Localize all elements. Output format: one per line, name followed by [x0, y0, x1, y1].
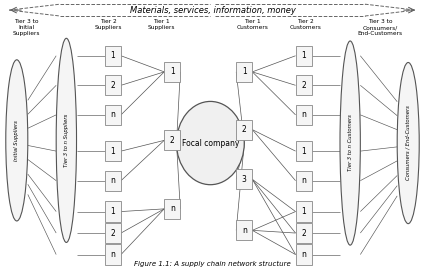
FancyBboxPatch shape — [236, 62, 252, 82]
Text: 1: 1 — [110, 51, 115, 60]
Text: Materials, services, information, money: Materials, services, information, money — [130, 6, 295, 15]
Text: Tier 3 to
Consumers/
End-Customers: Tier 3 to Consumers/ End-Customers — [357, 19, 402, 36]
Text: n: n — [301, 176, 306, 185]
Text: Tier 3 to n Customers: Tier 3 to n Customers — [348, 115, 353, 171]
FancyBboxPatch shape — [295, 171, 312, 191]
Text: 1: 1 — [301, 207, 306, 216]
Text: 2: 2 — [110, 228, 115, 238]
Text: Focal company: Focal company — [182, 139, 239, 148]
Text: 1: 1 — [170, 68, 175, 76]
FancyBboxPatch shape — [105, 75, 121, 95]
FancyBboxPatch shape — [295, 105, 312, 125]
FancyBboxPatch shape — [236, 169, 252, 189]
Text: Consumers / End-Customers: Consumers / End-Customers — [406, 106, 411, 181]
Text: Tier 3 to n Suppliers: Tier 3 to n Suppliers — [64, 114, 69, 167]
Text: Tier 3 to
Initial
Suppliers: Tier 3 to Initial Suppliers — [12, 19, 40, 36]
Text: n: n — [110, 176, 116, 185]
Text: n: n — [301, 110, 306, 119]
Text: 2: 2 — [242, 125, 246, 134]
Text: 1: 1 — [301, 51, 306, 60]
Text: 2: 2 — [170, 136, 175, 145]
FancyBboxPatch shape — [105, 201, 121, 222]
Text: 1: 1 — [301, 147, 306, 156]
FancyBboxPatch shape — [164, 130, 180, 150]
FancyBboxPatch shape — [236, 220, 252, 240]
FancyBboxPatch shape — [105, 171, 121, 191]
Text: Tier 1
Suppliers: Tier 1 Suppliers — [148, 19, 176, 30]
FancyBboxPatch shape — [295, 141, 312, 161]
Text: n: n — [110, 110, 116, 119]
FancyBboxPatch shape — [236, 120, 252, 140]
Text: n: n — [170, 204, 175, 213]
Text: 1: 1 — [242, 68, 246, 76]
Text: Initial Suppliers: Initial Suppliers — [14, 120, 19, 161]
Text: n: n — [301, 250, 306, 259]
FancyBboxPatch shape — [105, 46, 121, 66]
Ellipse shape — [56, 38, 76, 242]
FancyBboxPatch shape — [105, 141, 121, 161]
FancyBboxPatch shape — [105, 223, 121, 243]
FancyBboxPatch shape — [295, 244, 312, 265]
Text: 2: 2 — [110, 81, 115, 90]
FancyBboxPatch shape — [164, 62, 180, 82]
Text: n: n — [242, 226, 246, 235]
Text: 3: 3 — [242, 175, 246, 184]
Ellipse shape — [6, 60, 28, 221]
Ellipse shape — [176, 102, 244, 185]
Text: Tier 1
Customers: Tier 1 Customers — [237, 19, 269, 30]
Text: Figure 1.1: A supply chain network structure: Figure 1.1: A supply chain network struc… — [134, 261, 291, 266]
Text: 1: 1 — [110, 147, 115, 156]
FancyBboxPatch shape — [295, 46, 312, 66]
FancyBboxPatch shape — [295, 75, 312, 95]
FancyBboxPatch shape — [105, 105, 121, 125]
FancyBboxPatch shape — [105, 244, 121, 265]
Ellipse shape — [397, 62, 419, 224]
Text: Tier 2
Customers: Tier 2 Customers — [290, 19, 322, 30]
Text: n: n — [110, 250, 116, 259]
Text: Tier 2
Suppliers: Tier 2 Suppliers — [95, 19, 122, 30]
Text: 1: 1 — [110, 207, 115, 216]
FancyBboxPatch shape — [295, 201, 312, 222]
Text: 2: 2 — [301, 81, 306, 90]
FancyBboxPatch shape — [295, 223, 312, 243]
Ellipse shape — [340, 41, 360, 245]
Text: 2: 2 — [301, 228, 306, 238]
FancyBboxPatch shape — [164, 199, 180, 219]
